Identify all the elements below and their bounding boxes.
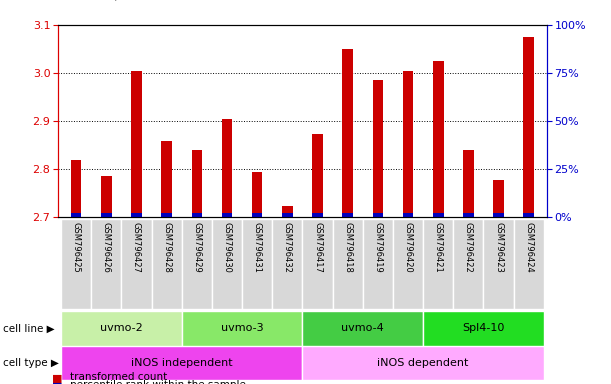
Text: GSM796428: GSM796428 xyxy=(162,222,171,273)
Bar xyxy=(312,213,323,217)
Bar xyxy=(61,346,302,380)
Bar xyxy=(493,213,504,217)
Text: GSM796423: GSM796423 xyxy=(494,222,503,273)
Bar xyxy=(483,219,514,309)
Text: Spl4-10: Spl4-10 xyxy=(463,323,505,333)
Bar xyxy=(453,219,483,309)
Bar xyxy=(101,213,112,217)
Bar xyxy=(403,71,413,217)
Text: GSM796424: GSM796424 xyxy=(524,222,533,272)
Text: transformed count: transformed count xyxy=(70,372,167,382)
Bar xyxy=(423,219,453,309)
Text: GSM796427: GSM796427 xyxy=(132,222,141,273)
Bar xyxy=(181,219,212,309)
Text: GSM796425: GSM796425 xyxy=(71,222,81,272)
Bar xyxy=(524,37,534,217)
Text: ■: ■ xyxy=(52,382,62,384)
Text: uvmo-4: uvmo-4 xyxy=(342,323,384,333)
Text: GDS4355 / 10349147: GDS4355 / 10349147 xyxy=(52,0,186,2)
Text: GSM796417: GSM796417 xyxy=(313,222,322,273)
Text: cell line ▶: cell line ▶ xyxy=(3,323,54,333)
Bar xyxy=(131,71,142,217)
Bar xyxy=(161,213,172,217)
Text: GSM796431: GSM796431 xyxy=(253,222,262,273)
Bar xyxy=(393,219,423,309)
Text: GSM796418: GSM796418 xyxy=(343,222,352,273)
Text: GSM796429: GSM796429 xyxy=(192,222,202,272)
Text: cell type ▶: cell type ▶ xyxy=(3,358,59,368)
Bar xyxy=(273,219,302,309)
Bar xyxy=(302,311,423,346)
Bar xyxy=(493,180,504,217)
Bar xyxy=(252,213,263,217)
Bar xyxy=(332,219,363,309)
Bar xyxy=(122,219,152,309)
Bar xyxy=(423,311,544,346)
Text: iNOS independent: iNOS independent xyxy=(131,358,233,368)
Bar xyxy=(463,213,474,217)
Bar xyxy=(61,311,181,346)
Bar xyxy=(222,213,232,217)
Bar xyxy=(161,141,172,217)
Text: GSM796426: GSM796426 xyxy=(102,222,111,273)
Bar xyxy=(71,161,81,217)
Bar xyxy=(71,213,81,217)
Text: GSM796419: GSM796419 xyxy=(373,222,382,272)
Bar xyxy=(342,49,353,217)
Bar xyxy=(222,119,232,217)
Bar xyxy=(252,172,263,217)
Text: iNOS dependent: iNOS dependent xyxy=(378,358,469,368)
Bar xyxy=(101,176,112,217)
Text: GSM796432: GSM796432 xyxy=(283,222,292,273)
Bar xyxy=(212,219,242,309)
Text: uvmo-2: uvmo-2 xyxy=(100,323,143,333)
Bar xyxy=(433,61,444,217)
Text: GSM796422: GSM796422 xyxy=(464,222,473,272)
Text: uvmo-3: uvmo-3 xyxy=(221,323,263,333)
Text: GSM796421: GSM796421 xyxy=(434,222,443,272)
Bar xyxy=(61,219,91,309)
Bar xyxy=(342,213,353,217)
Text: GSM796420: GSM796420 xyxy=(403,222,412,272)
Bar xyxy=(363,219,393,309)
Bar xyxy=(403,213,413,217)
Bar xyxy=(302,346,544,380)
Bar xyxy=(373,213,383,217)
Bar xyxy=(131,213,142,217)
Bar xyxy=(91,219,122,309)
Bar xyxy=(463,150,474,217)
Bar xyxy=(282,213,293,217)
Bar xyxy=(514,219,544,309)
Bar xyxy=(192,150,202,217)
Bar xyxy=(302,219,332,309)
Text: ■: ■ xyxy=(52,374,62,384)
Bar xyxy=(312,134,323,217)
Bar xyxy=(181,311,302,346)
Bar xyxy=(242,219,273,309)
Bar xyxy=(524,213,534,217)
Text: GSM796430: GSM796430 xyxy=(222,222,232,273)
Bar xyxy=(192,213,202,217)
Text: percentile rank within the sample: percentile rank within the sample xyxy=(70,380,246,384)
Bar xyxy=(282,207,293,217)
Bar xyxy=(152,219,181,309)
Bar xyxy=(433,213,444,217)
Bar xyxy=(373,80,383,217)
